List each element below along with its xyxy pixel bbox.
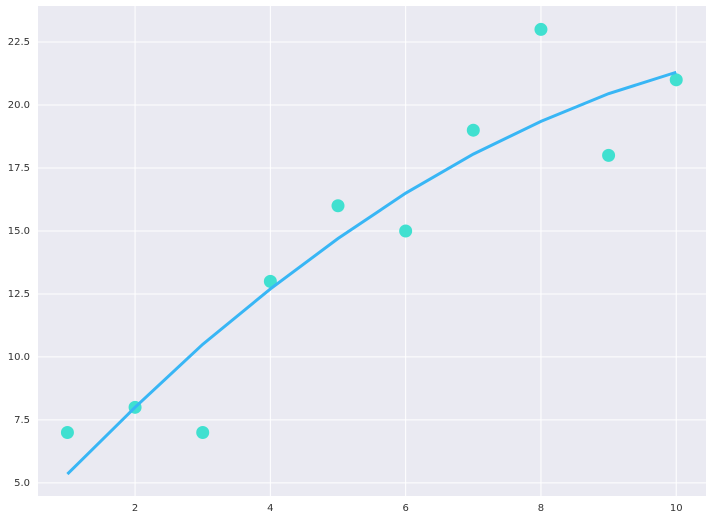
y-tick-label: 7.5 [14,415,30,426]
scatter-point [669,73,683,87]
scatter-point [602,148,616,162]
y-tick-label: 20.0 [8,100,30,111]
scatter-point [263,274,277,288]
y-tick-label: 10.0 [8,352,30,363]
scatter-point [466,123,480,137]
x-tick-label: 2 [132,503,138,514]
scatter-point [60,426,74,440]
y-tick-label: 15.0 [8,226,30,237]
y-tick-label: 12.5 [8,289,30,300]
plot-area [38,6,706,496]
x-tick-label: 8 [538,503,544,514]
fit-line [66,70,677,476]
y-tick-label: 17.5 [8,163,30,174]
y-tick-label: 5.0 [14,478,30,489]
y-tick-label: 22.5 [8,37,30,48]
scatter-point [331,199,345,213]
scatter-point [196,426,210,440]
x-tick-label: 10 [670,503,683,514]
x-tick-label: 6 [402,503,408,514]
x-tick-label: 4 [267,503,273,514]
scatter-point [399,224,413,238]
scatter-point [534,22,548,36]
